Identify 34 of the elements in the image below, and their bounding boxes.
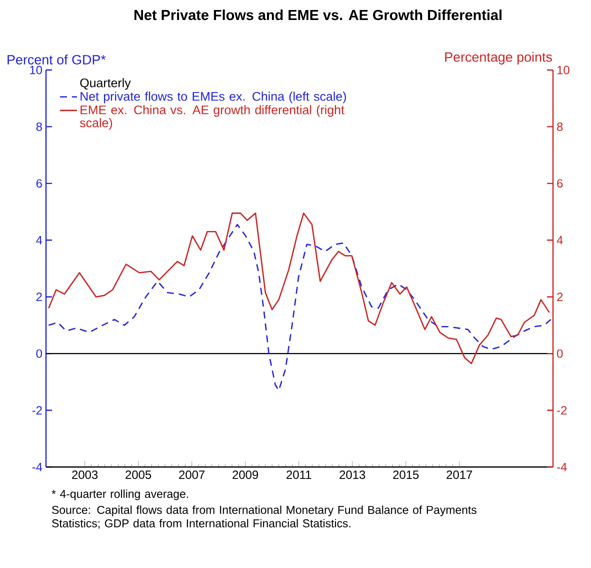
x-tick-label: 2011 [286,470,312,479]
x-tick-label: 2015 [393,470,419,479]
y2-tick-label: 0 [556,349,563,358]
y2-tick-label: 6 [557,179,563,188]
y2-tick-label: 8 [557,122,563,131]
y-tick-label: 4 [36,236,42,244]
source-note: Source: Capital flows data from International Monetary Fund Balance of Payments Statistics; GDP data from International Financial Statistics. [52,506,476,529]
legend-title: Quarterly [80,78,131,90]
y-axis-title: Percent of GDP* [8,54,106,64]
x-tick-label: 2009 [232,470,258,479]
y-tick-label: 2 [36,292,42,302]
y2-tick-label: 10 [557,66,570,74]
y-tick-label: 6 [36,179,42,188]
y-tick-label: -2 [32,406,42,414]
x-tick-label: 2007 [179,470,205,479]
x-tick-label: 2013 [340,470,366,479]
y-tick-label: 0 [36,349,42,358]
y2-tick-label: -2 [557,406,567,414]
x-tick-label: 2005 [126,470,152,479]
y2-tick-label: 2 [557,292,563,302]
text: * 4-quarter rolling average. [52,490,188,500]
x-tick-label: 2017 [446,470,472,479]
y2-axis-title: Percentage points [445,52,552,64]
y-tick-label: 8 [36,122,42,131]
chart-title: Net Private Flows and EME vs. AE Growth Differential [134,10,502,20]
line-series [48,224,552,392]
y-tick-label: -4 [32,462,42,472]
legend-label: EME ex. China vs. AE growth differential (right scale) [80,105,344,130]
y2-tick-label: 4 [556,236,563,244]
y-tick-label: 10 [30,66,42,74]
line-series [48,212,550,364]
legend-label: Net private flows to EMEs ex. China (left scale) [80,92,346,104]
x-tick-label: 2003 [72,470,98,479]
y2-tick-label: -4 [557,462,567,472]
